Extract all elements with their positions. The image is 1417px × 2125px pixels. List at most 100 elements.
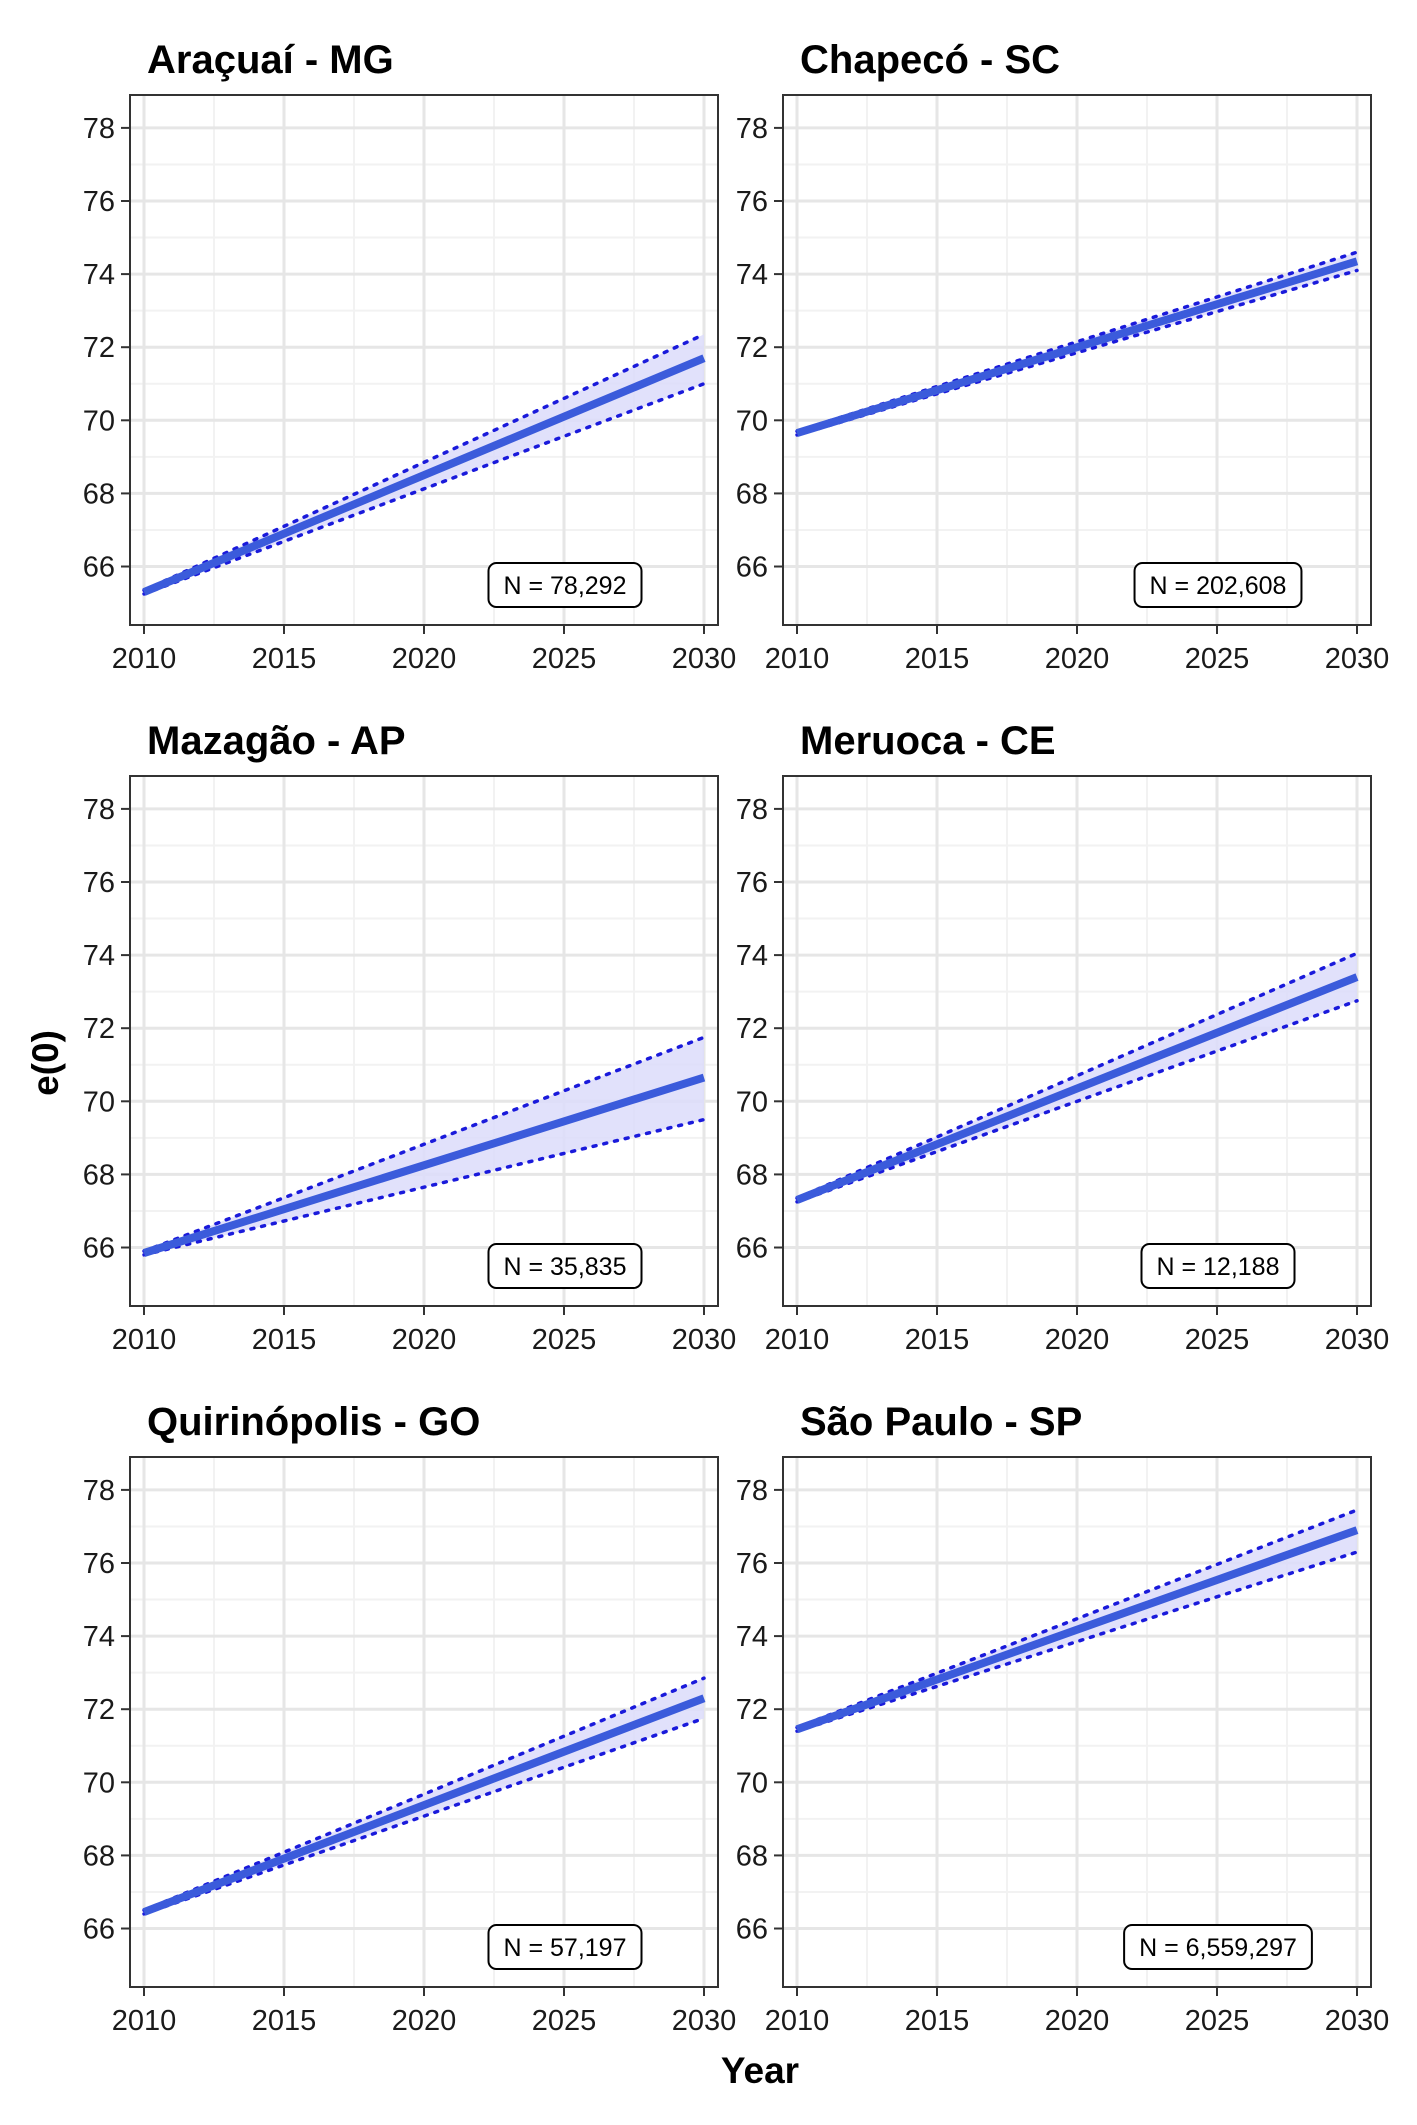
- y-tick-label: 78: [83, 1475, 115, 1507]
- x-tick-label: 2030: [672, 2005, 737, 2037]
- y-tick-label: 74: [83, 259, 115, 291]
- x-tick-label: 2030: [1325, 1324, 1390, 1356]
- panel-4: 66 68 70 72 74 76 78 2010 2015 2020 2025 2030 Meruoc…: [736, 719, 1390, 1356]
- panel-5: 66 68 70 72 74 76 78 2010 2015 2020 2025 2030 Quirin…: [83, 1400, 737, 2037]
- panel-title: Quirinópolis - GO: [147, 1400, 480, 1444]
- y-tick-label: 70: [83, 1767, 115, 1799]
- y-tick-label: 72: [83, 332, 115, 364]
- x-tick-label: 2010: [112, 643, 177, 675]
- sample-size-box: [1140, 1243, 1296, 1289]
- panel-title: Mazagão - AP: [147, 719, 406, 763]
- panel-6: 66 68 70 72 74 76 78 2010 2015 2020 2025 2030 São Pa…: [736, 1400, 1390, 2037]
- y-tick-label: 74: [83, 1621, 115, 1653]
- x-axis-title: Year: [721, 2050, 799, 2091]
- y-tick-label: 74: [83, 940, 115, 972]
- y-tick-label: 70: [736, 1767, 768, 1799]
- x-tick-label: 2030: [672, 1324, 737, 1356]
- panel-title: Meruoca - CE: [800, 719, 1056, 763]
- y-tick-label: 72: [736, 332, 768, 364]
- y-axis-title: e(0): [25, 1030, 66, 1096]
- confidence-band: [797, 953, 1357, 1202]
- y-tick-label: 70: [736, 405, 768, 437]
- x-tick-label: 2010: [765, 1324, 830, 1356]
- x-tick-label: 2030: [1325, 2005, 1390, 2037]
- mean-line: [142, 354, 706, 596]
- y-tick-label: 78: [736, 113, 768, 145]
- y-tick-label: 72: [736, 1013, 768, 1045]
- x-tick-label: 2010: [112, 1324, 177, 1356]
- lower-bound-line: [795, 1550, 1359, 1733]
- x-tick-label: 2015: [905, 1324, 970, 1356]
- mean-line: [142, 1073, 706, 1257]
- x-tick-label: 2015: [252, 1324, 317, 1356]
- sample-size-box: [1123, 1924, 1313, 1970]
- y-tick-label: 76: [83, 1548, 115, 1580]
- y-tick-label: 74: [736, 940, 768, 972]
- x-tick-label: 2020: [392, 2005, 457, 2037]
- x-tick-label: 2010: [765, 2005, 830, 2037]
- x-tick-label: 2020: [1045, 1324, 1110, 1356]
- y-tick-label: 68: [83, 1159, 115, 1191]
- lower-bound-line: [142, 1716, 706, 1916]
- y-tick-label: 76: [736, 1548, 768, 1580]
- x-tick-label: 2015: [252, 643, 317, 675]
- upper-bound-line: [795, 1508, 1359, 1730]
- panel-title: Araçuaí - MG: [147, 38, 394, 82]
- mean-line: [795, 973, 1359, 1204]
- x-tick-label: 2020: [1045, 643, 1110, 675]
- x-tick-label: 2025: [532, 2005, 597, 2037]
- sample-size-label: N = 57,197: [503, 1934, 626, 1962]
- y-tick-label: 76: [83, 186, 115, 218]
- upper-bound-line: [142, 332, 706, 593]
- sample-size-box: [1133, 562, 1303, 608]
- sample-size-label: N = 6,559,297: [1139, 1934, 1297, 1962]
- y-tick-label: 66: [83, 552, 115, 584]
- y-tick-label: 74: [736, 1621, 768, 1653]
- sample-size-box: [487, 1243, 643, 1289]
- x-tick-label: 2015: [905, 2005, 970, 2037]
- y-tick-label: 72: [83, 1694, 115, 1726]
- panel-title: Chapecó - SC: [800, 38, 1060, 82]
- y-tick-label: 68: [83, 478, 115, 510]
- upper-bound-line: [142, 1035, 706, 1253]
- y-tick-label: 68: [736, 1159, 768, 1191]
- y-tick-label: 66: [83, 1233, 115, 1265]
- x-tick-label: 2025: [1185, 1324, 1250, 1356]
- panel-3: 66 68 70 72 74 76 78 2010 2015 2020 2025 2030 Mazagã…: [83, 719, 737, 1356]
- x-tick-label: 2030: [672, 643, 737, 675]
- y-tick-label: 78: [736, 1475, 768, 1507]
- y-tick-label: 70: [83, 1086, 115, 1118]
- y-tick-label: 68: [736, 1840, 768, 1872]
- y-tick-label: 74: [736, 259, 768, 291]
- y-tick-label: 72: [83, 1013, 115, 1045]
- x-tick-label: 2025: [1185, 2005, 1250, 2037]
- y-tick-label: 66: [736, 1233, 768, 1265]
- panel-2: 66 68 70 72 74 76 78 2010 2015 2020 2025 2030 Chapec…: [736, 38, 1390, 675]
- x-tick-label: 2020: [1045, 2005, 1110, 2037]
- y-tick-label: 78: [83, 113, 115, 145]
- sample-size-label: N = 35,835: [503, 1253, 626, 1281]
- y-tick-label: 78: [83, 794, 115, 826]
- y-tick-label: 76: [736, 867, 768, 899]
- panel-1: 66 68 70 72 74 76 78 2010 2015 2020 2025 2030 Araçua…: [83, 38, 737, 675]
- x-tick-label: 2030: [1325, 643, 1390, 675]
- y-tick-label: 76: [736, 186, 768, 218]
- x-tick-label: 2015: [252, 2005, 317, 2037]
- lower-bound-line: [795, 999, 1359, 1204]
- y-tick-label: 68: [83, 1840, 115, 1872]
- x-tick-label: 2010: [765, 643, 830, 675]
- upper-bound-line: [795, 951, 1359, 1200]
- lower-bound-line: [142, 382, 706, 596]
- y-tick-label: 70: [736, 1086, 768, 1118]
- y-tick-label: 66: [736, 1914, 768, 1946]
- sample-size-label: N = 202,608: [1150, 572, 1287, 600]
- sample-size-box: [487, 562, 643, 608]
- x-tick-label: 2020: [392, 643, 457, 675]
- y-tick-label: 66: [736, 552, 768, 584]
- sample-size-label: N = 78,292: [503, 572, 626, 600]
- mean-line: [795, 1526, 1359, 1734]
- upper-bound-line: [142, 1676, 706, 1912]
- y-tick-label: 66: [83, 1914, 115, 1946]
